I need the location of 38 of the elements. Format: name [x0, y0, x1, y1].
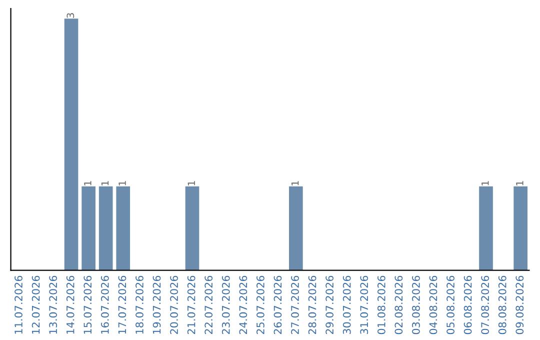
data-label: 1: [188, 181, 195, 186]
x-tick-label: 04.08.2026: [429, 276, 438, 334]
x-tick-label: 12.07.2026: [32, 276, 40, 334]
x-tick-label: 23.07.2026: [222, 276, 230, 334]
x-tick-label: 03.08.2026: [412, 276, 420, 334]
x-tick-label: 11.07.2026: [14, 276, 22, 334]
x-tick-label: 20.07.2026: [170, 276, 178, 334]
x-tick-label: 16.07.2026: [100, 276, 109, 334]
x-tick-label: 06.08.2026: [464, 276, 472, 334]
x-tick-label: 25.07.2026: [256, 276, 264, 334]
x-tick-label: 05.08.2026: [446, 276, 454, 334]
data-label: 1: [101, 181, 109, 186]
x-tick-label: 29.07.2026: [326, 276, 334, 334]
x-tick-label: 13.07.2026: [49, 276, 58, 334]
data-label: 1: [482, 181, 489, 186]
data-label: 1: [292, 181, 299, 186]
x-tick-label: 24.07.2026: [239, 276, 248, 334]
x-tick-label: 22.07.2026: [204, 276, 213, 334]
x-tick-label: 27.07.2026: [291, 276, 299, 334]
x-tick-label: 31.07.2026: [360, 276, 368, 334]
x-tick-label: 28.07.2026: [308, 276, 316, 334]
x-tick-label: 09.08.2026: [516, 276, 524, 334]
x-tick-label: 01.08.2026: [377, 276, 386, 334]
x-tick-label: 14.07.2026: [66, 276, 74, 334]
data-label: 3: [66, 13, 74, 18]
x-tick-label: 18.07.2026: [136, 276, 144, 334]
x-tick-label: 19.07.2026: [152, 276, 161, 334]
x-tick-label: 17.07.2026: [118, 276, 126, 334]
x-tick-label: 15.07.2026: [84, 276, 92, 334]
x-tick-label: 26.07.2026: [274, 276, 282, 334]
x-tick-label: 21.07.2026: [187, 276, 196, 334]
data-label: 1: [118, 181, 126, 186]
x-tick-label: 02.08.2026: [394, 276, 403, 334]
data-label: 1: [516, 181, 524, 186]
x-tick-label: 30.07.2026: [342, 276, 351, 334]
x-tick-label: 08.08.2026: [498, 276, 506, 334]
data-label: 1: [84, 181, 92, 186]
x-tick-label: 07.08.2026: [481, 276, 490, 334]
